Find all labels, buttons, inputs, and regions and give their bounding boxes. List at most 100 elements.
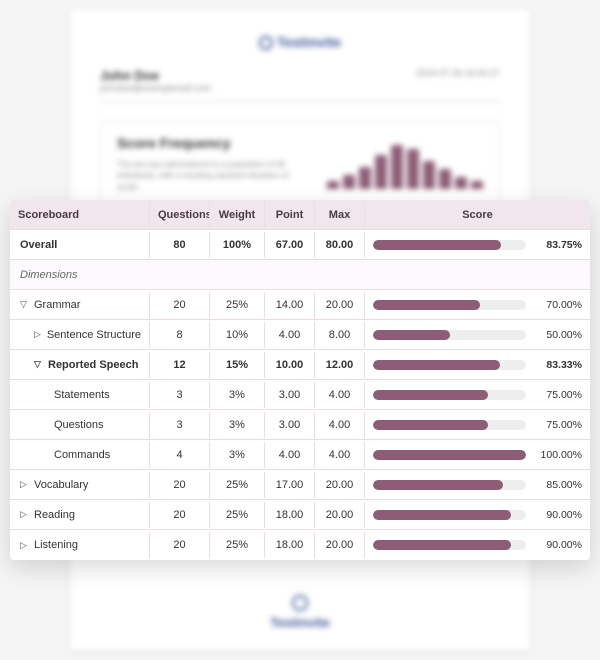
- max-cell: 4.00: [315, 442, 365, 468]
- row-label-cell: Commands: [10, 442, 150, 468]
- weight-cell: 10%: [210, 322, 265, 348]
- table-row: Vocabulary2025%17.0020.0085.00%: [10, 470, 590, 500]
- card-title: Score Frequency: [117, 135, 307, 151]
- row-label-cell[interactable]: Listening: [10, 532, 150, 558]
- score-bar-fill: [373, 540, 511, 550]
- max-cell: 12.00: [315, 352, 365, 378]
- score-bar-fill: [373, 510, 511, 520]
- weight-cell: 3%: [210, 382, 265, 408]
- weight-cell: 25%: [210, 292, 265, 318]
- point-cell: 17.00: [265, 472, 315, 498]
- score-bar-track: [373, 300, 526, 310]
- questions-cell: 12: [150, 352, 210, 378]
- table-row: Reading2025%18.0020.0090.00%: [10, 500, 590, 530]
- collapse-icon[interactable]: [34, 359, 43, 370]
- col-questions: Questions: [150, 202, 210, 228]
- weight-cell: 100%: [210, 232, 265, 258]
- max-cell: 20.00: [315, 532, 365, 558]
- questions-cell: 20: [150, 472, 210, 498]
- score-cell: 50.00%: [365, 325, 590, 345]
- max-cell: 8.00: [315, 322, 365, 348]
- row-label: Commands: [54, 449, 110, 461]
- row-label-cell[interactable]: Reading: [10, 502, 150, 528]
- row-label-cell[interactable]: Grammar: [10, 292, 150, 318]
- row-label-cell: Statements: [10, 382, 150, 408]
- score-percent: 70.00%: [534, 299, 582, 311]
- score-bar-track: [373, 450, 526, 460]
- score-percent: 75.00%: [534, 419, 582, 431]
- row-label: Overall: [20, 239, 57, 251]
- expand-icon[interactable]: [20, 540, 29, 551]
- score-cell: 85.00%: [365, 475, 590, 495]
- score-bar-track: [373, 510, 526, 520]
- point-cell: 14.00: [265, 292, 315, 318]
- max-cell: 20.00: [315, 472, 365, 498]
- score-cell: 100.00%: [365, 445, 590, 465]
- score-bar-fill: [373, 360, 500, 370]
- row-label-cell: Overall: [10, 232, 150, 258]
- max-cell: 80.00: [315, 232, 365, 258]
- score-percent: 85.00%: [534, 479, 582, 491]
- expand-icon[interactable]: [20, 479, 29, 490]
- score-percent: 83.75%: [534, 239, 582, 251]
- row-label: Reading: [34, 509, 75, 521]
- score-bar-track: [373, 330, 526, 340]
- table-row: Overall 80100%67.0080.00 83.75%: [10, 230, 590, 260]
- table-row: Listening2025%18.0020.0090.00%: [10, 530, 590, 560]
- max-cell: 20.00: [315, 502, 365, 528]
- scoreboard-table: Scoreboard Questions Weight Point Max Sc…: [10, 200, 590, 560]
- score-percent: 100.00%: [534, 449, 582, 461]
- row-label: Sentence Structure: [47, 329, 141, 341]
- point-cell: 67.00: [265, 232, 315, 258]
- score-cell: 83.33%: [365, 355, 590, 375]
- point-cell: 18.00: [265, 532, 315, 558]
- row-label-cell[interactable]: Reported Speech: [10, 352, 150, 378]
- expand-icon[interactable]: [34, 329, 42, 340]
- score-bar-track: [373, 420, 526, 430]
- questions-cell: 20: [150, 532, 210, 558]
- point-cell: 3.00: [265, 382, 315, 408]
- col-scoreboard: Scoreboard: [10, 202, 150, 228]
- score-percent: 50.00%: [534, 329, 582, 341]
- table-row: Grammar2025%14.0020.0070.00%: [10, 290, 590, 320]
- score-bar-fill: [373, 240, 501, 250]
- weight-cell: 25%: [210, 532, 265, 558]
- col-weight: Weight: [210, 202, 265, 228]
- table-row: Reported Speech1215%10.0012.00 83.33%: [10, 350, 590, 380]
- score-cell: 90.00%: [365, 505, 590, 525]
- table-header-row: Scoreboard Questions Weight Point Max Sc…: [10, 200, 590, 230]
- score-bar-track: [373, 390, 526, 400]
- score-bar-track: [373, 540, 526, 550]
- row-label-cell[interactable]: Vocabulary: [10, 472, 150, 498]
- point-cell: 10.00: [265, 352, 315, 378]
- score-bar-fill: [373, 300, 480, 310]
- score-bar-track: [373, 240, 526, 250]
- score-percent: 90.00%: [534, 509, 582, 521]
- score-percent: 75.00%: [534, 389, 582, 401]
- score-percent: 83.33%: [534, 359, 582, 371]
- point-cell: 3.00: [265, 412, 315, 438]
- table-row: Commands43%4.004.00100.00%: [10, 440, 590, 470]
- score-cell: 83.75%: [365, 235, 590, 255]
- questions-cell: 80: [150, 232, 210, 258]
- row-label-cell[interactable]: Sentence Structure: [10, 322, 150, 348]
- weight-cell: 3%: [210, 412, 265, 438]
- score-bar-fill: [373, 390, 488, 400]
- collapse-icon[interactable]: [20, 299, 29, 310]
- frequency-chart: [327, 139, 483, 189]
- row-label: Listening: [34, 539, 78, 551]
- weight-cell: 15%: [210, 352, 265, 378]
- expand-icon[interactable]: [20, 509, 29, 520]
- point-cell: 4.00: [265, 322, 315, 348]
- brand-text: Testinvite: [277, 34, 341, 50]
- section-label-text: Dimensions: [10, 262, 590, 288]
- max-cell: 4.00: [315, 382, 365, 408]
- row-label: Grammar: [34, 299, 80, 311]
- brand-icon: [259, 36, 273, 50]
- score-cell: 70.00%: [365, 295, 590, 315]
- footer-brand-icon: [292, 595, 308, 611]
- max-cell: 4.00: [315, 412, 365, 438]
- user-email: johndoe@examplemail.com: [100, 83, 500, 93]
- row-label: Vocabulary: [34, 479, 88, 491]
- max-cell: 20.00: [315, 292, 365, 318]
